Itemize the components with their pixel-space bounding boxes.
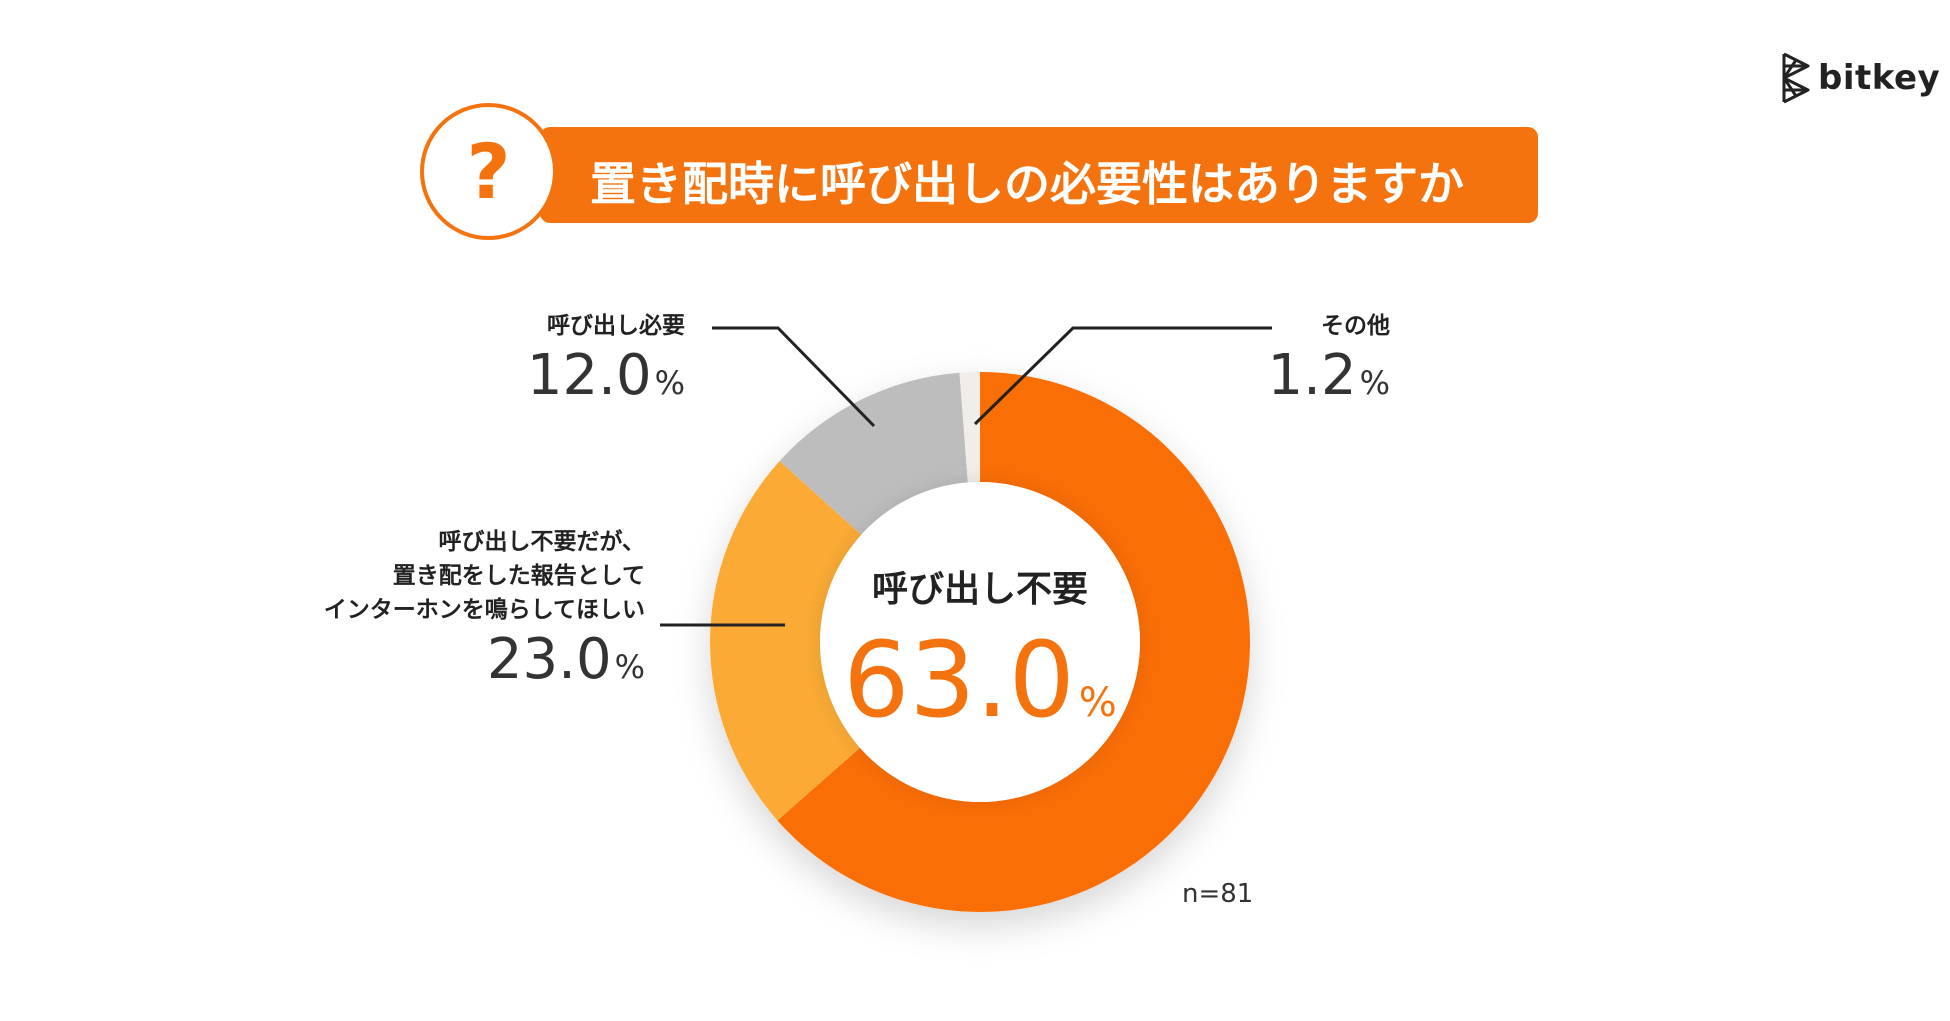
- leader-line-call-needed: [712, 326, 876, 428]
- label-intercom-line-1: 呼び出し不要だが、: [438, 529, 645, 555]
- slice-other: [959, 372, 980, 483]
- label-call-needed: 呼び出し必要 12.0%: [430, 309, 685, 416]
- label-other: その他 1.2%: [1240, 309, 1390, 416]
- label-call-needed-value: 12.0%: [430, 343, 685, 416]
- question-mark-icon: ?: [420, 103, 557, 240]
- label-call-needed-name: 呼び出し必要: [547, 313, 685, 339]
- leader-line-other: [973, 326, 1272, 426]
- label-other-name: その他: [1321, 313, 1390, 339]
- center-label: 呼び出し不要: [871, 569, 1088, 610]
- label-other-number: 1.2: [1267, 343, 1357, 408]
- label-intercom-value: 23.0%: [220, 627, 645, 700]
- label-intercom-number: 23.0: [486, 627, 612, 692]
- label-intercom-line-3: インターホンを鳴らしてほしい: [323, 597, 645, 623]
- slice-call-not-needed: [777, 372, 1250, 912]
- logo-text: bitkey: [1818, 58, 1941, 98]
- donut-hole: [820, 482, 1140, 802]
- slice-call-needed: [779, 372, 968, 535]
- label-intercom: 呼び出し不要だが、 置き配をした報告として インターホンを鳴らしてほしい 23.…: [220, 525, 645, 700]
- title-banner: [540, 127, 1538, 223]
- bitkey-logo: bitkey: [1780, 52, 1940, 106]
- center-value-percent: %: [1078, 680, 1117, 726]
- label-call-needed-percent: %: [654, 364, 685, 402]
- label-intercom-percent: %: [614, 648, 645, 686]
- chart-title: 置き配時に呼び出しの必要性はありますか: [590, 157, 1464, 211]
- bitkey-logo-mark-icon: [1782, 52, 1810, 104]
- slice-intercom-report: [710, 460, 862, 821]
- center-value: 63.0%: [800, 620, 1160, 763]
- label-intercom-line-2: 置き配をした報告として: [392, 563, 645, 589]
- label-call-needed-number: 12.0: [526, 343, 652, 408]
- sample-size-note: n=81: [1182, 879, 1254, 909]
- label-other-percent: %: [1359, 364, 1390, 402]
- center-value-number: 63.0: [843, 619, 1075, 741]
- label-other-value: 1.2%: [1240, 343, 1390, 416]
